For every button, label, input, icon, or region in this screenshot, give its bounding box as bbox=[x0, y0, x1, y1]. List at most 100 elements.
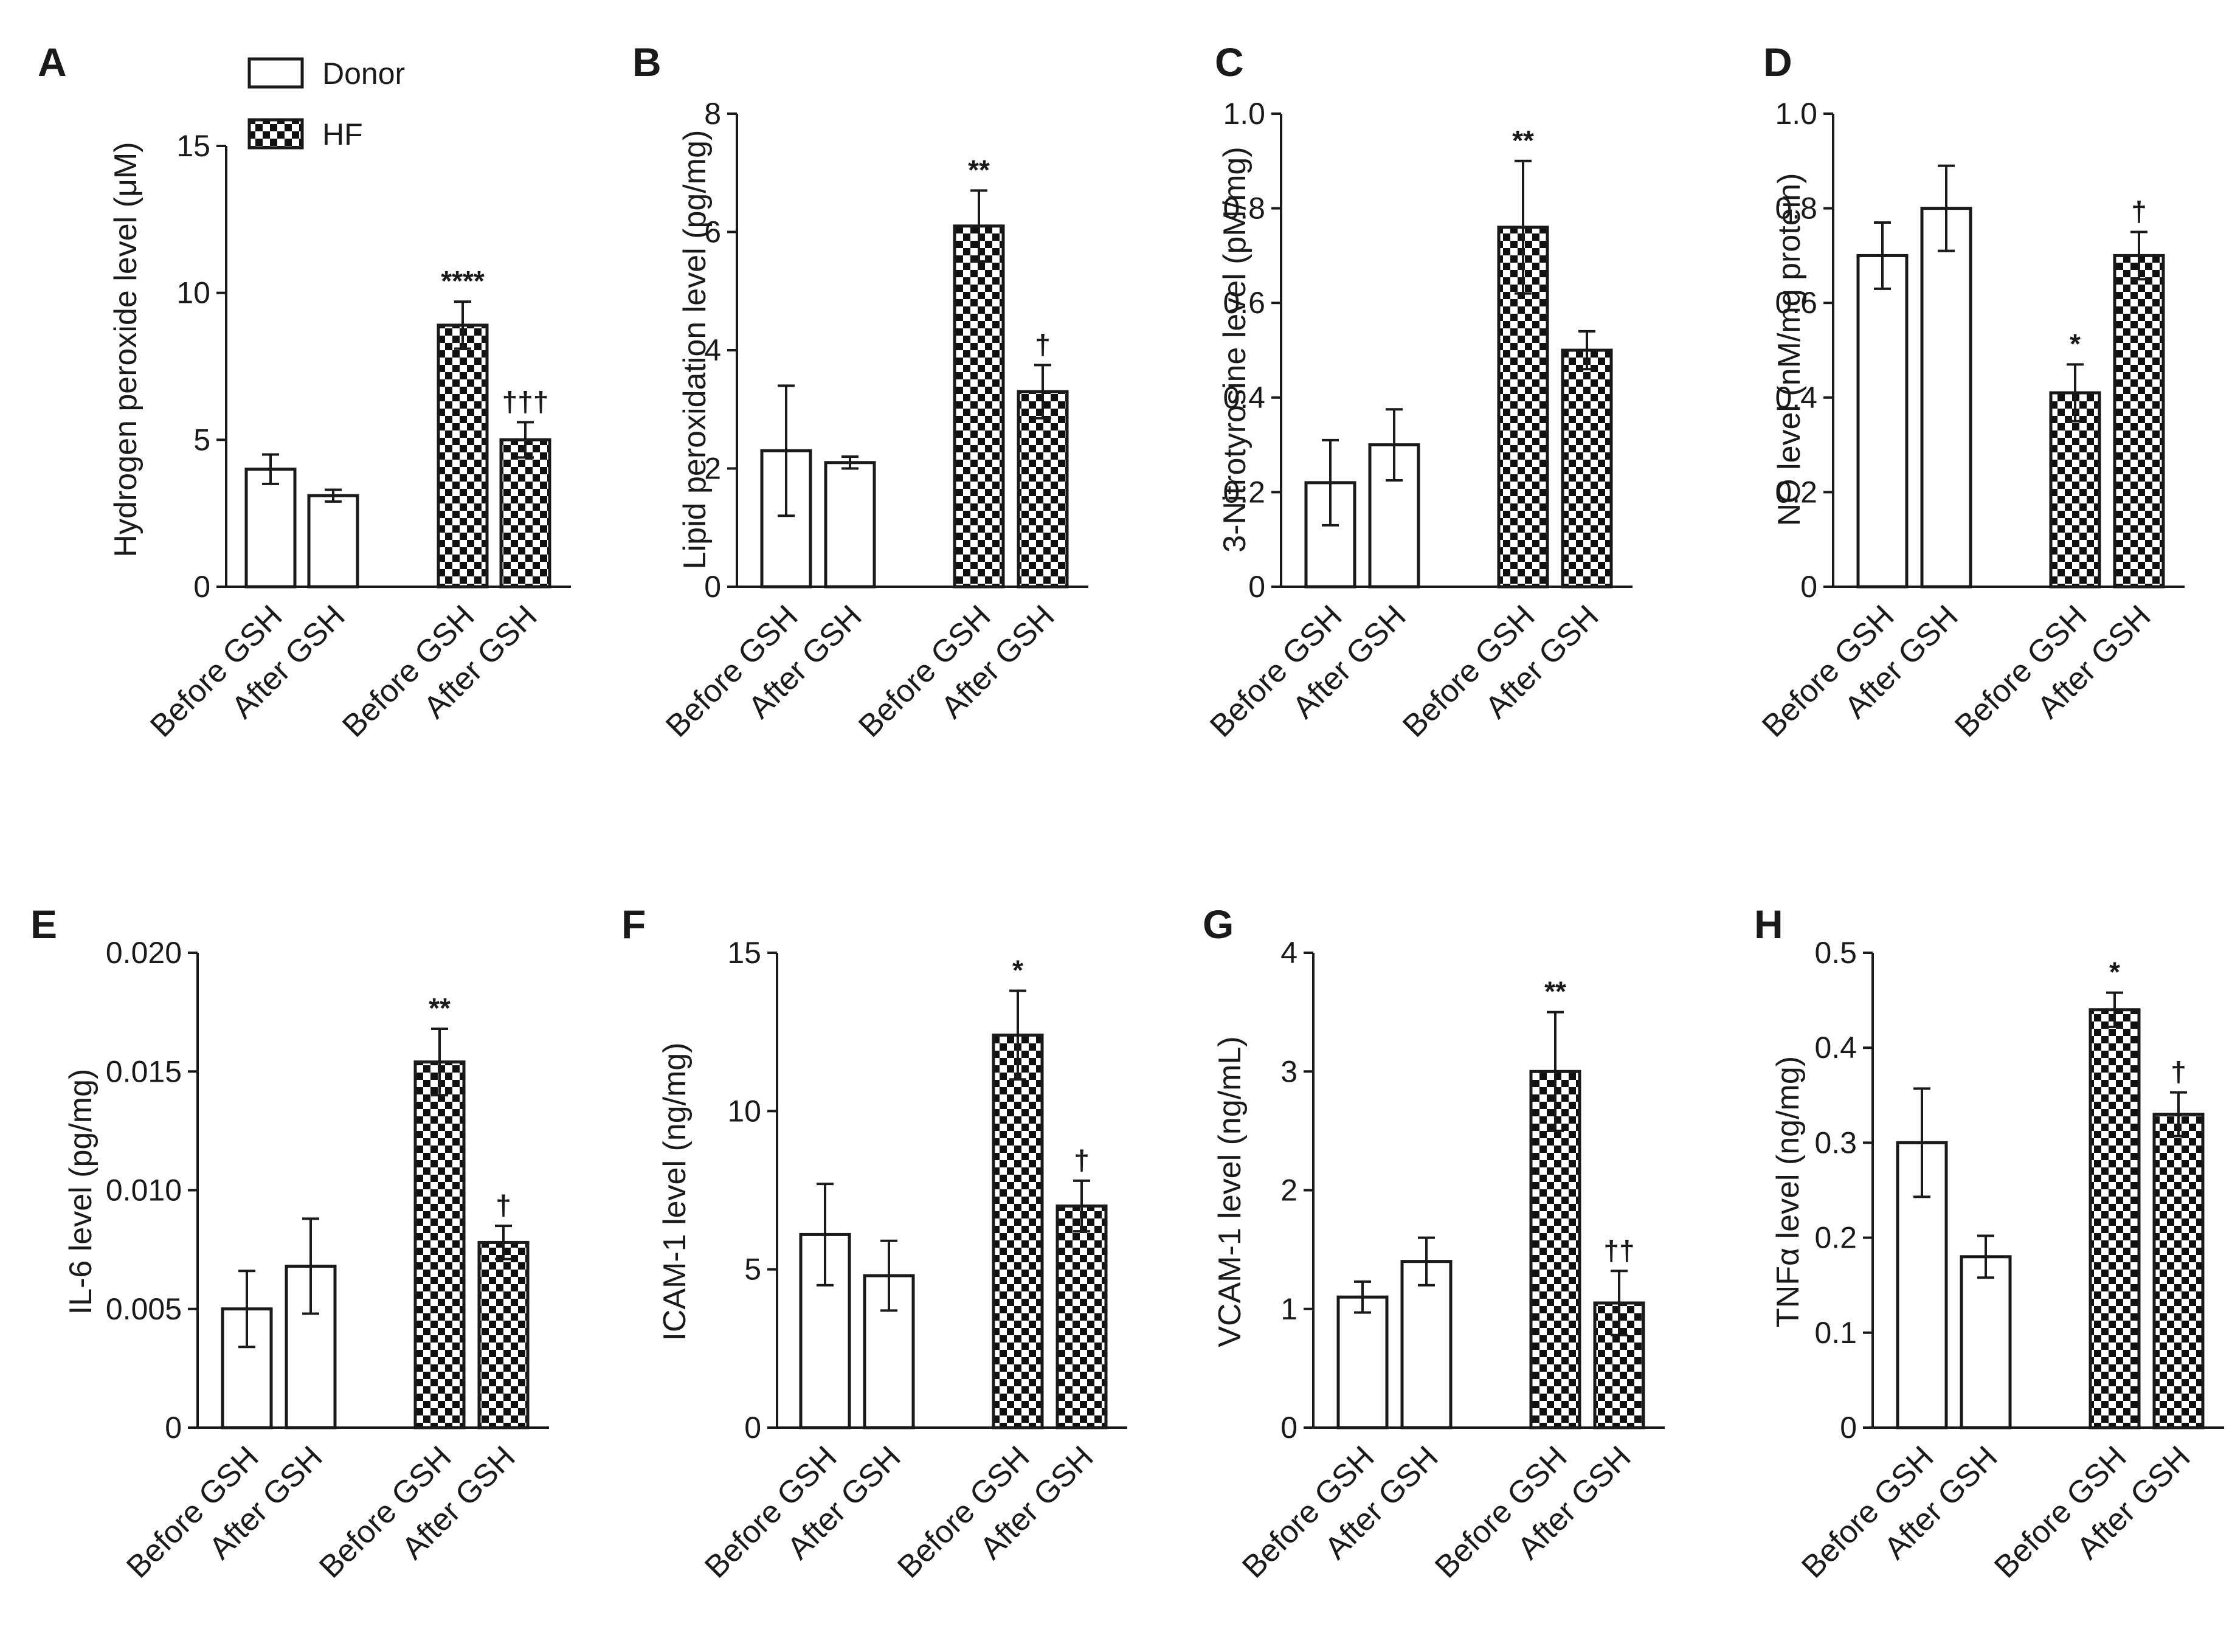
bar-hf bbox=[437, 323, 489, 589]
y-tick-label: 0.5 bbox=[1814, 936, 1857, 970]
error-bar bbox=[431, 1027, 448, 1097]
y-tick-label: 0.2 bbox=[1223, 475, 1265, 509]
panel-letter: G bbox=[1203, 902, 1234, 947]
error-bar bbox=[1874, 221, 1891, 290]
y-tick-label: 0 bbox=[744, 1411, 761, 1445]
y-axis-label: VCAM-1 level (ng/mL) bbox=[1212, 1036, 1248, 1347]
error-bar bbox=[2130, 230, 2147, 281]
bar-donor bbox=[1400, 1260, 1453, 1429]
y-axis-label: TNFα level (ng/mg) bbox=[1771, 1056, 1806, 1327]
y-tick-label: 5 bbox=[744, 1253, 761, 1287]
y-tick-label: 0 bbox=[193, 570, 210, 604]
significance-label: † bbox=[1074, 1144, 1090, 1176]
significance-label: **** bbox=[441, 265, 485, 297]
bar-donor bbox=[307, 494, 359, 589]
error-bar bbox=[1515, 159, 1532, 295]
bar-hf bbox=[1017, 390, 1069, 589]
error-bar bbox=[302, 1217, 319, 1315]
significance-label: †† bbox=[1603, 1234, 1634, 1266]
legend: Donor HF bbox=[247, 57, 405, 151]
error-bar bbox=[1009, 989, 1026, 1081]
panel-letter: H bbox=[1754, 902, 1783, 947]
y-axis-label: Hydrogen peroxide level (μM) bbox=[108, 142, 143, 557]
y-tick-label: 0.2 bbox=[1814, 1221, 1857, 1255]
panel-letter: E bbox=[30, 902, 57, 947]
significance-label: ** bbox=[1512, 125, 1534, 156]
y-tick-label: 0.4 bbox=[1223, 381, 1265, 415]
error-bar bbox=[1547, 1011, 1564, 1132]
y-axis-label: ICAM-1 level (ng/mg) bbox=[657, 1042, 693, 1341]
significance-label: * bbox=[2109, 956, 2120, 988]
error-bar bbox=[1611, 1270, 1628, 1336]
bar-hf bbox=[1561, 348, 1613, 589]
y-axis-label: IL-6 level (pg/mg) bbox=[63, 1069, 98, 1315]
legend-label-donor: Donor bbox=[322, 57, 405, 91]
bar-donor bbox=[244, 468, 297, 589]
y-tick-label: 0 bbox=[1840, 1411, 1857, 1445]
error-bar bbox=[841, 455, 859, 470]
y-tick-label: 15 bbox=[727, 936, 761, 970]
panel-h: H TNFα level (ng/mg) 00.10.20.30.40.5*†B… bbox=[1754, 902, 2224, 1585]
error-bar bbox=[1034, 364, 1051, 420]
y-tick-label: 0.010 bbox=[106, 1173, 182, 1208]
y-tick-label: 0.020 bbox=[106, 936, 182, 970]
panel-d: D NO level (nM/mg protein) 0 0.2 0.4 0.6 0.8… bbox=[1755, 40, 2185, 744]
y-tick-label: 10 bbox=[727, 1094, 761, 1128]
significance-label: † bbox=[2131, 196, 2147, 227]
error-bar bbox=[1913, 1087, 1930, 1198]
panel-b: B Lipid peroxidation level (pg/mg) 0 2 4 6 8… bbox=[632, 40, 1088, 744]
y-tick-label: 3 bbox=[1280, 1054, 1297, 1088]
significance-label: ** bbox=[429, 992, 451, 1024]
significance-label: ††† bbox=[502, 385, 549, 417]
y-tick-label: 0 bbox=[1800, 570, 1817, 604]
y-axis-label: Lipid peroxidation level (pg/mg) bbox=[677, 130, 713, 570]
error-bar bbox=[970, 189, 987, 263]
significance-label: ** bbox=[1544, 976, 1566, 1007]
bar-donor bbox=[824, 461, 876, 589]
bar-donor bbox=[1960, 1255, 2012, 1429]
y-tick-label: 0 bbox=[1280, 1411, 1297, 1445]
panel-c: C 3-Nitrotyrosine level (pM/mg) 0 0.2 0.4 0… bbox=[1203, 40, 1633, 744]
significance-label: * bbox=[1012, 954, 1023, 986]
y-tick-label: 0.1 bbox=[1814, 1316, 1857, 1350]
panel-letter: A bbox=[38, 40, 67, 85]
y-tick-label: 1 bbox=[1280, 1292, 1297, 1326]
bar-donor bbox=[1336, 1295, 1389, 1429]
y-tick-label: 0.015 bbox=[106, 1054, 182, 1088]
error-bar bbox=[495, 1225, 512, 1260]
y-tick-label: 8 bbox=[704, 97, 721, 131]
panel-letter: C bbox=[1215, 40, 1244, 85]
panel-letter: D bbox=[1763, 40, 1792, 85]
bar-hf bbox=[499, 438, 551, 589]
error-bar bbox=[454, 300, 471, 350]
significance-label: ** bbox=[968, 154, 990, 185]
y-tick-label: 0 bbox=[1248, 570, 1265, 604]
error-bar bbox=[1578, 330, 1595, 371]
panel-letter: B bbox=[632, 40, 662, 85]
panel-a: A Hydrogen peroxide level (μM) 0 5 10 15 ***… bbox=[38, 40, 571, 744]
error-bar bbox=[238, 1270, 255, 1349]
error-bar bbox=[1386, 408, 1403, 482]
y-tick-label: 0.2 bbox=[1775, 475, 1817, 509]
y-tick-label: 0.4 bbox=[1775, 381, 1817, 415]
legend-label-hf: HF bbox=[322, 117, 363, 151]
y-tick-label: 4 bbox=[704, 333, 721, 367]
bar-hf bbox=[2152, 1113, 2205, 1429]
error-bar bbox=[517, 421, 534, 459]
error-bar bbox=[1354, 1280, 1371, 1314]
bar-hf bbox=[2113, 254, 2165, 589]
bar-hf bbox=[413, 1060, 466, 1429]
error-bar bbox=[1938, 164, 1955, 252]
error-bar bbox=[1073, 1179, 1090, 1233]
panel-letter: F bbox=[621, 902, 646, 947]
error-bar bbox=[817, 1183, 834, 1287]
y-tick-label: 1.0 bbox=[1775, 97, 1817, 131]
y-tick-label: 0.4 bbox=[1814, 1031, 1857, 1065]
panel-e: E IL-6 level (pg/mg) 0 0.005 0.010 0.015 0.0… bbox=[30, 902, 549, 1585]
y-tick-label: 1.0 bbox=[1223, 97, 1265, 131]
bar-hf bbox=[2049, 391, 2101, 589]
error-bar bbox=[880, 1239, 897, 1312]
